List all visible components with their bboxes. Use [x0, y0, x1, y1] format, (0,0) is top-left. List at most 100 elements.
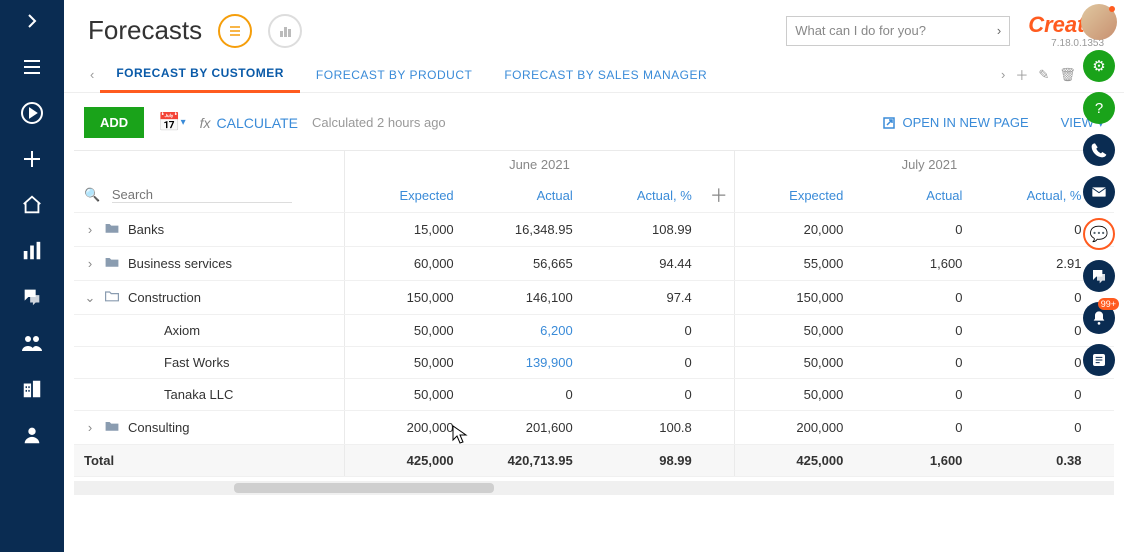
value-cell: 50,000	[734, 379, 853, 411]
value-cell: 97.4	[583, 281, 702, 315]
value-cell: 94.44	[583, 247, 702, 281]
table-row[interactable]: Tanaka LLC50,0000050,00000	[74, 379, 1114, 411]
tab-add-icon[interactable]: ＋	[1015, 65, 1028, 84]
user-avatar[interactable]	[1081, 4, 1117, 40]
value-cell: 0	[583, 347, 702, 379]
contacts-icon[interactable]	[19, 330, 45, 356]
calendar-button[interactable]: 📅▾	[158, 112, 185, 133]
row-name-cell[interactable]: Fast Works	[74, 347, 345, 379]
table-row[interactable]: Fast Works50,000139,900050,00000	[74, 347, 1114, 379]
feed-icon[interactable]	[19, 284, 45, 310]
expand-icon[interactable]: ›	[84, 222, 96, 237]
page-title: Forecasts	[88, 15, 202, 46]
value-cell: 50,000	[734, 315, 853, 347]
left-nav-rail	[0, 0, 64, 552]
calculated-time-label: Calculated 2 hours ago	[312, 115, 446, 130]
table-row[interactable]: Axiom50,0006,200050,00000	[74, 315, 1114, 347]
tab-forecast-by-sales-manager[interactable]: FORECAST BY SALES MANAGER	[488, 57, 723, 93]
row-label: Construction	[128, 290, 201, 305]
nav-collapse-icon[interactable]	[19, 8, 45, 34]
table-row[interactable]: ⌄Construction150,000146,10097.4150,00000	[74, 281, 1114, 315]
tabs-prev-icon[interactable]: ‹	[84, 67, 100, 82]
grid-search-input[interactable]	[112, 187, 292, 203]
value-cell: 60,000	[345, 247, 464, 281]
tab-forecast-by-customer[interactable]: FORECAST BY CUSTOMER	[100, 57, 300, 93]
right-rail: ⚙ ? 💬 99+	[1074, 0, 1124, 552]
play-icon[interactable]	[19, 100, 45, 126]
chat-active-icon[interactable]: 💬	[1083, 218, 1115, 250]
value-cell: 200,000	[734, 411, 853, 445]
row-label: Consulting	[128, 420, 189, 435]
tabs-bar: ‹ FORECAST BY CUSTOMER FORECAST BY PRODU…	[64, 57, 1124, 93]
row-name-cell[interactable]: ›Business services	[74, 247, 345, 281]
expand-icon[interactable]: ⌄	[84, 290, 96, 306]
expand-icon[interactable]: ›	[84, 420, 96, 435]
value-cell: 0	[583, 379, 702, 411]
folder-icon	[104, 255, 120, 272]
value-cell: 50,000	[345, 347, 464, 379]
search-go-icon[interactable]: ›	[997, 23, 1001, 38]
row-name-cell[interactable]: ›Banks	[74, 213, 345, 247]
value-cell: 50,000	[345, 315, 464, 347]
gear-icon[interactable]: ⚙	[1083, 50, 1115, 82]
tab-forecast-by-product[interactable]: FORECAST BY PRODUCT	[300, 57, 488, 93]
toolbar: ADD 📅▾ fx CALCULATE Calculated 2 hours a…	[64, 93, 1124, 150]
value-cell: 16,348.95	[464, 213, 583, 247]
row-name-cell[interactable]: ⌄ Construction	[74, 281, 345, 315]
value-cell: 50,000	[345, 379, 464, 411]
row-name-cell[interactable]: Axiom	[74, 315, 345, 347]
expand-icon[interactable]: ›	[84, 256, 96, 271]
col-actual-july[interactable]: Actual	[853, 178, 972, 213]
table-row[interactable]: ›Business services60,00056,66594.4455,00…	[74, 247, 1114, 281]
row-label: Axiom	[164, 323, 200, 338]
month-header-july: July 2021	[734, 151, 1114, 178]
feed-rail-icon[interactable]	[1083, 260, 1115, 292]
phone-icon[interactable]	[1083, 134, 1115, 166]
horizontal-scrollbar[interactable]	[74, 481, 1114, 495]
accounts-icon[interactable]	[19, 376, 45, 402]
col-expected-july[interactable]: Expected	[734, 178, 853, 213]
global-search-input[interactable]: What can I do for you? ›	[786, 16, 1010, 46]
table-row[interactable]: ›Consulting200,000201,600100.8200,00000	[74, 411, 1114, 445]
col-actualpct-june[interactable]: Actual, %	[583, 178, 702, 213]
value-cell: 139,900	[464, 347, 583, 379]
home-icon[interactable]	[19, 192, 45, 218]
row-name-cell[interactable]: Tanaka LLC	[74, 379, 345, 411]
value-cell: 100.8	[583, 411, 702, 445]
add-column-june-icon[interactable]: ＋	[702, 178, 735, 213]
tabs-next-icon[interactable]: ›	[1001, 67, 1005, 82]
value-cell: 0	[583, 315, 702, 347]
col-actual-june[interactable]: Actual	[464, 178, 583, 213]
mail-icon[interactable]	[1083, 176, 1115, 208]
open-in-new-page-button[interactable]: OPEN IN NEW PAGE	[882, 115, 1028, 130]
row-name-cell[interactable]: › Consulting	[74, 411, 345, 445]
value-cell: 0	[464, 379, 583, 411]
main-panel: Forecasts What can I do for you? › Creat…	[64, 0, 1124, 552]
search-icon: 🔍	[84, 187, 100, 202]
value-cell: 201,600	[464, 411, 583, 445]
folder-open-icon	[104, 289, 120, 306]
folder-icon	[104, 419, 120, 436]
analytics-icon[interactable]	[19, 238, 45, 264]
value-cell: 150,000	[345, 281, 464, 315]
tab-edit-icon[interactable]: ✎	[1038, 67, 1049, 83]
add-icon[interactable]	[19, 146, 45, 172]
value-cell: 0	[853, 379, 972, 411]
chart-view-toggle[interactable]	[268, 14, 302, 48]
profile-icon[interactable]	[19, 422, 45, 448]
list-view-toggle[interactable]	[218, 14, 252, 48]
value-cell	[702, 411, 735, 445]
col-expected-june[interactable]: Expected	[345, 178, 464, 213]
value-cell: 0	[853, 213, 972, 247]
table-row[interactable]: ›Banks15,00016,348.95108.9920,00000	[74, 213, 1114, 247]
menu-icon[interactable]	[19, 54, 45, 80]
notification-badge: 99+	[1098, 298, 1119, 310]
value-cell: 56,665	[464, 247, 583, 281]
value-cell: 200,000	[345, 411, 464, 445]
value-cell: 15,000	[345, 213, 464, 247]
help-icon[interactable]: ?	[1083, 92, 1115, 124]
add-button[interactable]: ADD	[84, 107, 144, 138]
notifications-icon[interactable]: 99+	[1083, 302, 1115, 334]
calculate-button[interactable]: fx CALCULATE	[200, 115, 298, 131]
process-icon[interactable]	[1083, 344, 1115, 376]
